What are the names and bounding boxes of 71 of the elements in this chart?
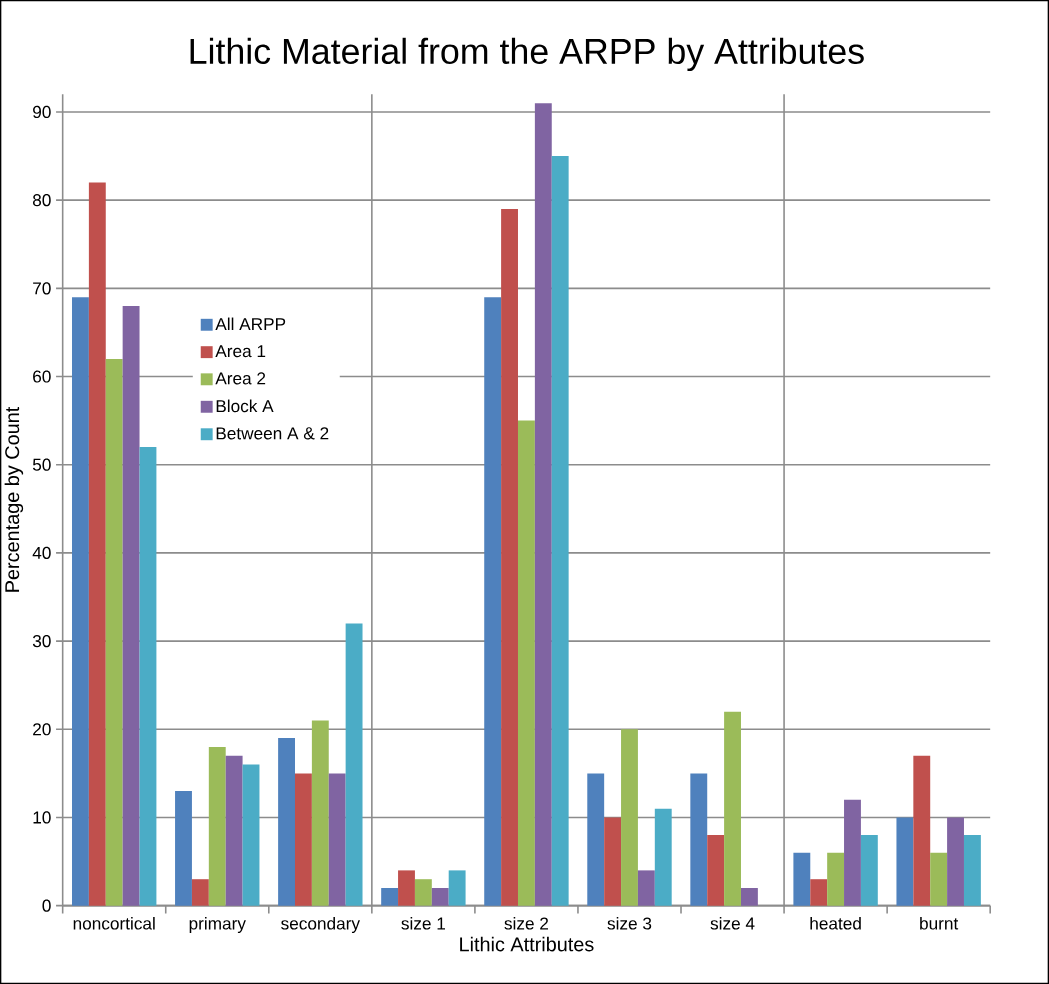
bar [827,852,845,906]
bar [860,835,878,906]
bar [896,817,914,906]
legend-label: Area 1 [215,345,266,358]
y-tick-label: 40 [32,546,51,559]
bar [637,870,655,906]
x-tick-label: noncortical [73,916,155,930]
legend-label: Area 2 [215,372,266,385]
bar [913,755,931,906]
bar [930,852,948,906]
x-tick-label: size 2 [504,916,549,930]
bar [139,447,157,906]
x-tick-label: primary [189,916,246,933]
bar [947,817,964,906]
y-tick-label: 30 [32,634,51,648]
x-tick-label: secondary [281,916,360,933]
y-tick-label: 0 [42,899,51,912]
x-axis-title: Lithic Attributes [460,936,594,952]
bar [122,305,140,906]
legend-label: All ARPP [215,317,286,330]
bar [431,887,449,906]
bar [654,808,672,906]
bar [963,835,981,906]
bar [587,773,605,906]
bar [604,817,622,906]
bar [621,729,638,906]
bar [740,887,758,906]
bar [448,870,466,906]
bar [345,623,363,906]
bar [844,799,861,906]
x-tick-label: heated [810,916,861,930]
y-tick-label: 70 [33,282,51,295]
bar [484,297,502,906]
y-tick-label: 50 [32,458,51,471]
bar [793,852,811,906]
x-tick-label: size 1 [401,916,446,930]
y-tick-label: 60 [33,370,51,383]
x-tick-label: size 3 [607,916,652,930]
bar [724,711,741,906]
y-axis-title: Percentage by Count [4,406,24,592]
bar [551,156,569,906]
bar [225,755,243,906]
bar [534,103,552,906]
legend-label: Between A & 2 [216,427,329,440]
bar [191,879,209,906]
bar [175,790,192,906]
bar [278,738,295,906]
y-tick-label: 80 [32,194,51,207]
chart-title: Lithic Material from the ARPP by Attributes [190,37,864,72]
bar [398,870,415,906]
bar [105,358,123,906]
bar [810,879,828,906]
legend-label: Block A [216,399,274,413]
bar [381,887,399,906]
bar [88,182,106,906]
bar [311,720,329,906]
bar [517,420,535,906]
bar [501,208,518,906]
bar [295,773,312,906]
bar [707,835,725,906]
bar [208,746,226,906]
x-tick-label: burnt [920,916,959,930]
y-tick-label: 90 [33,105,51,119]
y-tick-label: 10 [33,811,51,824]
x-tick-label: size 4 [710,916,755,930]
y-tick-label: 20 [33,723,51,736]
bar [414,879,432,906]
bar [328,773,346,906]
bar [690,773,708,906]
bar [72,297,89,906]
bar [242,764,260,906]
